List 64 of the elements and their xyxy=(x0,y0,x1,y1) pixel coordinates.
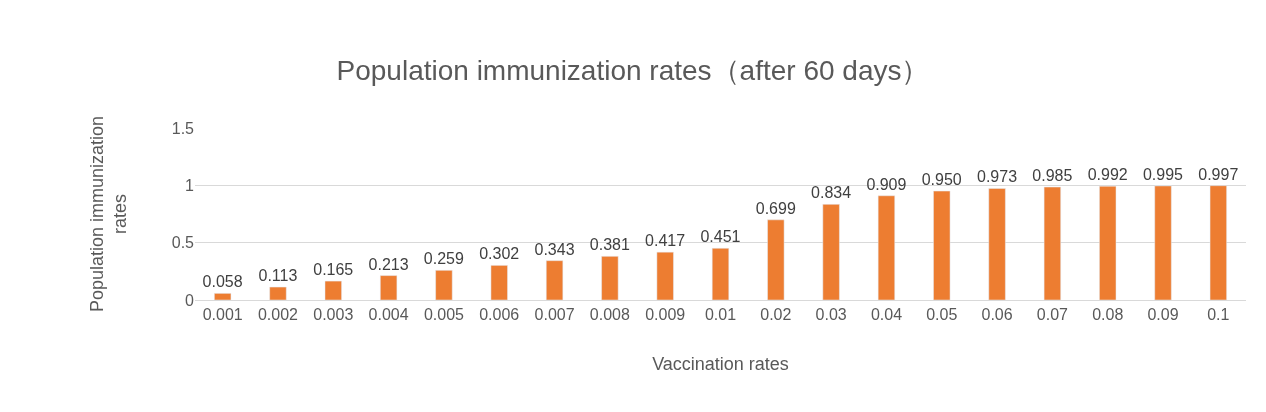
x-tick-label: 0.03 xyxy=(815,306,847,324)
data-label: 0.985 xyxy=(1032,167,1073,185)
y-tick-label: 1 xyxy=(185,176,195,194)
x-tick-label: 0.004 xyxy=(368,306,409,324)
bar xyxy=(1154,185,1172,300)
x-tick-label: 0.006 xyxy=(479,306,520,324)
bar xyxy=(546,260,564,300)
x-tick-label: 0.06 xyxy=(981,306,1013,324)
x-tick-label: 0.09 xyxy=(1147,306,1179,324)
data-label: 0.909 xyxy=(866,175,907,193)
x-tick-label: 0.001 xyxy=(202,306,243,324)
data-label: 0.213 xyxy=(368,255,409,273)
data-label: 0.343 xyxy=(534,240,575,258)
x-axis-title: Vaccination rates xyxy=(652,354,789,375)
chart-title: Population immunization rates（after 60 days） xyxy=(336,54,930,86)
x-tick-label: 0.01 xyxy=(704,306,737,324)
bar xyxy=(933,190,951,300)
bar xyxy=(1043,186,1061,300)
x-tick-label: 0.08 xyxy=(1092,306,1124,324)
bar xyxy=(380,275,398,300)
x-tick-label: 0.007 xyxy=(534,306,575,324)
data-label: 0.973 xyxy=(977,168,1018,186)
data-label: 0.834 xyxy=(811,184,852,202)
x-tick-label: 0.1 xyxy=(1207,306,1230,324)
x-tick-label: 0.003 xyxy=(313,306,354,324)
bar xyxy=(435,270,453,300)
data-label: 0.992 xyxy=(1087,166,1128,184)
bar xyxy=(988,188,1006,300)
data-label: 0.995 xyxy=(1142,165,1184,183)
y-axis-title: Population immunization rates xyxy=(86,115,130,313)
data-label: 0.058 xyxy=(202,273,243,291)
x-tick-label: 0.04 xyxy=(870,306,903,324)
bar xyxy=(877,195,895,300)
data-label: 0.997 xyxy=(1198,165,1239,183)
x-tick-label: 0.002 xyxy=(257,306,299,324)
data-label: 0.451 xyxy=(700,228,741,246)
x-tick-label: 0.008 xyxy=(589,306,630,324)
data-label: 0.699 xyxy=(755,199,796,217)
x-tick-label: 0.07 xyxy=(1036,306,1069,324)
bar xyxy=(1099,186,1117,300)
x-tick-label: 0.005 xyxy=(423,306,465,324)
bar xyxy=(214,293,232,300)
y-tick-label: 1.5 xyxy=(171,119,195,137)
x-tick-label: 0.02 xyxy=(760,306,792,324)
bar xyxy=(1209,185,1227,300)
x-tick-label: 0.009 xyxy=(645,306,686,324)
data-label: 0.259 xyxy=(423,250,464,268)
y-tick-label: 0 xyxy=(185,291,195,309)
data-label: 0.381 xyxy=(589,236,630,254)
bar xyxy=(656,251,674,300)
bar xyxy=(711,248,730,300)
data-label: 0.302 xyxy=(479,245,520,263)
data-label: 0.113 xyxy=(258,267,298,285)
bar xyxy=(822,204,840,300)
bar xyxy=(269,286,287,300)
y-tick-label: 0.5 xyxy=(171,234,195,252)
bar xyxy=(490,265,508,300)
bar xyxy=(324,280,342,300)
bar xyxy=(601,256,619,300)
data-label: 0.417 xyxy=(645,232,686,250)
data-label: 0.950 xyxy=(921,171,962,189)
bar xyxy=(767,219,785,300)
data-label: 0.165 xyxy=(313,261,354,279)
x-tick-label: 0.05 xyxy=(926,306,958,324)
